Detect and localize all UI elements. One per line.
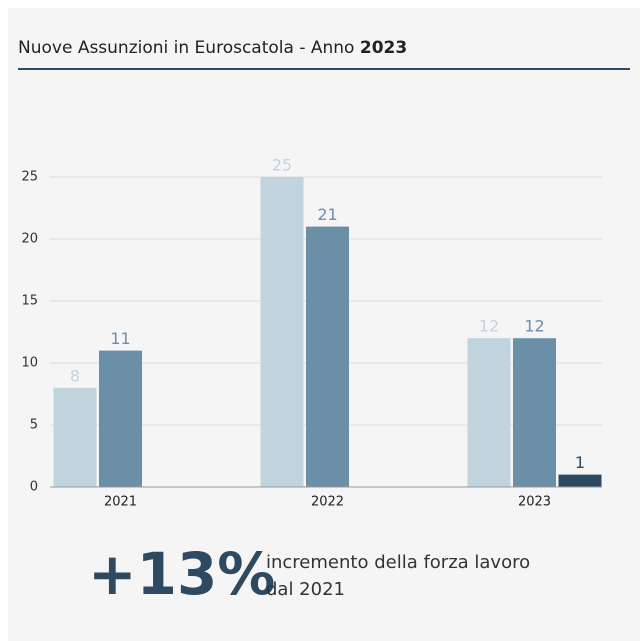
y-tick-label: 20 xyxy=(21,232,38,247)
y-tick-label: 0 xyxy=(30,480,38,495)
chart-title: Nuove Assunzioni in Euroscatola - Anno 2… xyxy=(18,38,407,58)
data-label: 21 xyxy=(317,205,337,224)
bar xyxy=(306,226,349,487)
x-tick-label: 2022 xyxy=(311,495,344,510)
y-tick-label: 25 xyxy=(21,170,38,185)
title-year: 2023 xyxy=(360,38,407,58)
bar xyxy=(53,387,97,487)
y-tick-label: 5 xyxy=(30,418,38,433)
kpi-text: dal 2021 xyxy=(266,579,345,600)
bar xyxy=(513,338,556,487)
data-label: 11 xyxy=(110,329,130,348)
bar xyxy=(558,474,602,487)
bar xyxy=(467,338,511,487)
data-label: 12 xyxy=(524,317,544,336)
kpi-value: +13% xyxy=(88,540,275,608)
x-tick-label: 2021 xyxy=(104,495,137,510)
data-label: 8 xyxy=(70,366,80,385)
bar xyxy=(99,350,142,487)
y-tick-label: 10 xyxy=(21,356,38,371)
y-tick-label: 15 xyxy=(21,294,38,309)
data-label: 25 xyxy=(272,156,292,175)
data-label: 12 xyxy=(479,317,499,336)
kpi-text: incremento della forza lavoro xyxy=(266,552,530,573)
x-tick-label: 2023 xyxy=(518,495,551,510)
title-text: Nuove Assunzioni in Euroscatola - Anno xyxy=(18,38,354,58)
bar xyxy=(260,177,304,487)
data-label: 1 xyxy=(575,453,585,472)
